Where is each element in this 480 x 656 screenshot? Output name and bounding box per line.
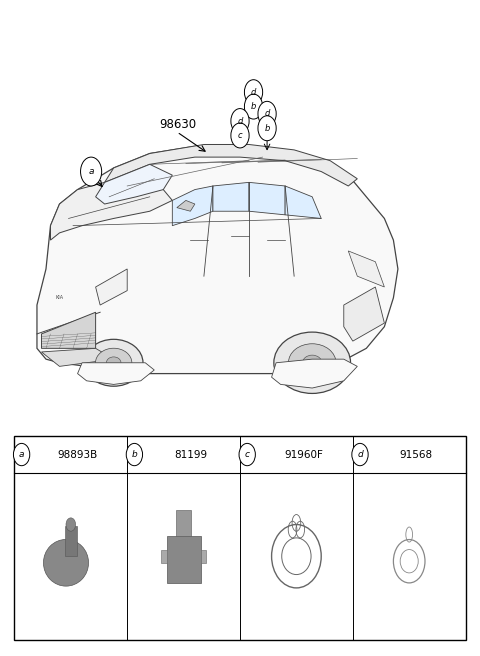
Circle shape bbox=[231, 123, 249, 148]
Text: d: d bbox=[251, 88, 256, 96]
Circle shape bbox=[13, 443, 30, 466]
Polygon shape bbox=[78, 363, 154, 384]
Text: d: d bbox=[264, 110, 270, 118]
Text: a: a bbox=[19, 450, 24, 459]
Circle shape bbox=[231, 108, 249, 133]
Polygon shape bbox=[285, 186, 321, 218]
Circle shape bbox=[352, 443, 368, 466]
Circle shape bbox=[81, 157, 102, 186]
Text: a: a bbox=[88, 167, 94, 176]
Polygon shape bbox=[249, 182, 285, 215]
Ellipse shape bbox=[96, 348, 132, 377]
Text: c: c bbox=[245, 450, 250, 459]
Ellipse shape bbox=[107, 357, 121, 369]
Circle shape bbox=[258, 115, 276, 141]
Polygon shape bbox=[105, 144, 357, 186]
Polygon shape bbox=[272, 359, 357, 388]
Text: 98893B: 98893B bbox=[58, 449, 98, 460]
Text: 91960F: 91960F bbox=[284, 449, 323, 460]
Ellipse shape bbox=[43, 539, 88, 586]
Bar bbox=[176, 510, 191, 536]
Text: d: d bbox=[357, 450, 363, 459]
Text: b: b bbox=[251, 102, 256, 111]
Bar bbox=[167, 536, 201, 583]
Polygon shape bbox=[96, 164, 172, 204]
Bar bbox=[65, 526, 76, 556]
Text: c: c bbox=[238, 131, 242, 140]
Bar bbox=[14, 436, 466, 640]
Polygon shape bbox=[348, 251, 384, 287]
Polygon shape bbox=[161, 550, 167, 563]
Polygon shape bbox=[41, 312, 96, 348]
Text: d: d bbox=[237, 117, 243, 125]
Text: 98630: 98630 bbox=[159, 118, 196, 131]
Text: b: b bbox=[264, 124, 270, 133]
Polygon shape bbox=[37, 146, 398, 373]
Polygon shape bbox=[344, 287, 384, 341]
Circle shape bbox=[239, 443, 255, 466]
Polygon shape bbox=[213, 182, 249, 211]
Text: 81199: 81199 bbox=[174, 449, 207, 460]
Polygon shape bbox=[172, 186, 213, 226]
Text: b: b bbox=[132, 450, 137, 459]
Circle shape bbox=[244, 79, 263, 105]
Polygon shape bbox=[201, 550, 206, 563]
Text: KIA: KIA bbox=[56, 295, 63, 300]
Ellipse shape bbox=[274, 332, 350, 394]
Polygon shape bbox=[50, 182, 172, 240]
Circle shape bbox=[126, 443, 143, 466]
Ellipse shape bbox=[302, 355, 322, 371]
Ellipse shape bbox=[84, 339, 143, 386]
Text: 91568: 91568 bbox=[400, 449, 433, 460]
Ellipse shape bbox=[288, 344, 336, 382]
Circle shape bbox=[244, 94, 263, 119]
Polygon shape bbox=[177, 201, 195, 211]
Polygon shape bbox=[96, 269, 127, 305]
Polygon shape bbox=[41, 348, 114, 366]
Circle shape bbox=[258, 101, 276, 127]
Ellipse shape bbox=[66, 518, 75, 531]
